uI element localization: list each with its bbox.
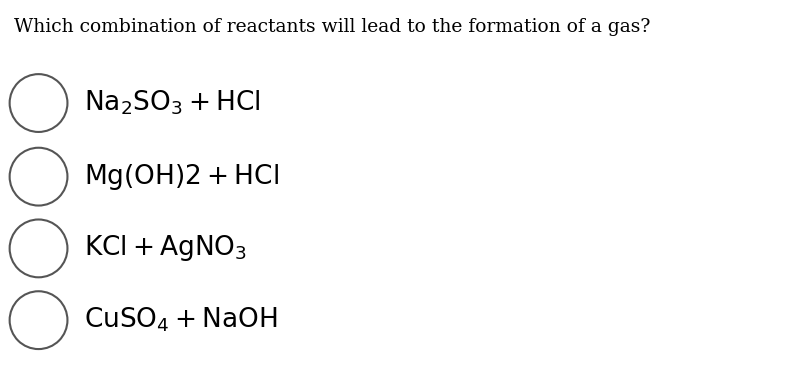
Text: $\mathrm{Mg(OH)2 + HCl}$: $\mathrm{Mg(OH)2 + HCl}$ xyxy=(84,162,279,192)
Text: Which combination of reactants will lead to the formation of a gas?: Which combination of reactants will lead… xyxy=(14,18,650,36)
Text: $\mathrm{Na_2SO_3 + HCl}$: $\mathrm{Na_2SO_3 + HCl}$ xyxy=(84,89,261,117)
Text: $\mathrm{KCl + AgNO_3}$: $\mathrm{KCl + AgNO_3}$ xyxy=(84,233,247,263)
Text: $\mathrm{CuSO_4 + NaOH}$: $\mathrm{CuSO_4 + NaOH}$ xyxy=(84,306,277,335)
